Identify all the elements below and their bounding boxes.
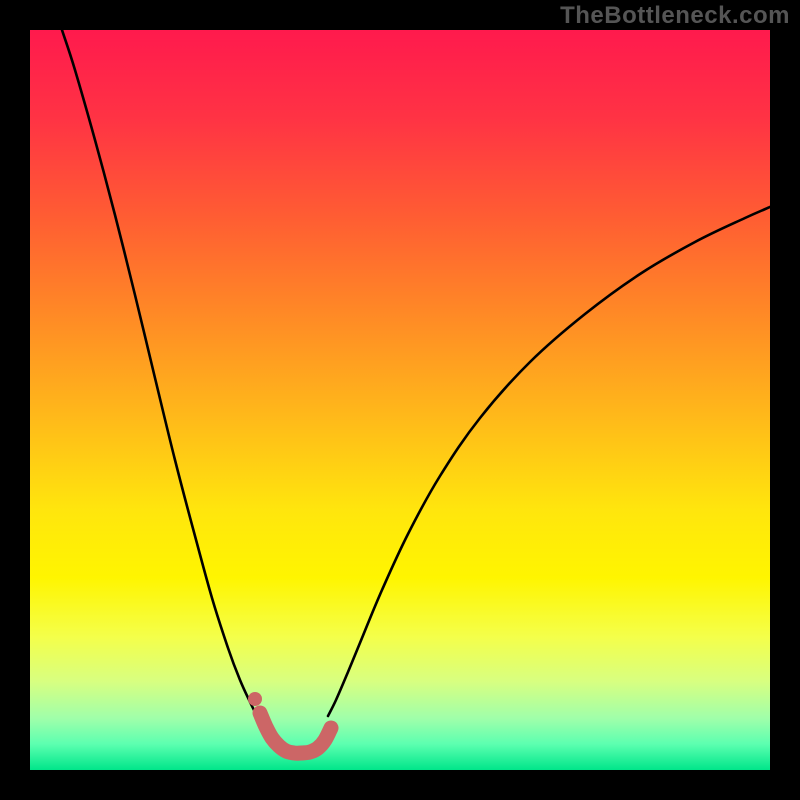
watermark-text: TheBottleneck.com — [560, 2, 790, 30]
chart-svg — [0, 0, 800, 800]
gradient-background — [30, 30, 770, 770]
highlight-dot — [248, 692, 262, 706]
chart-container: TheBottleneck.com — [0, 0, 800, 800]
